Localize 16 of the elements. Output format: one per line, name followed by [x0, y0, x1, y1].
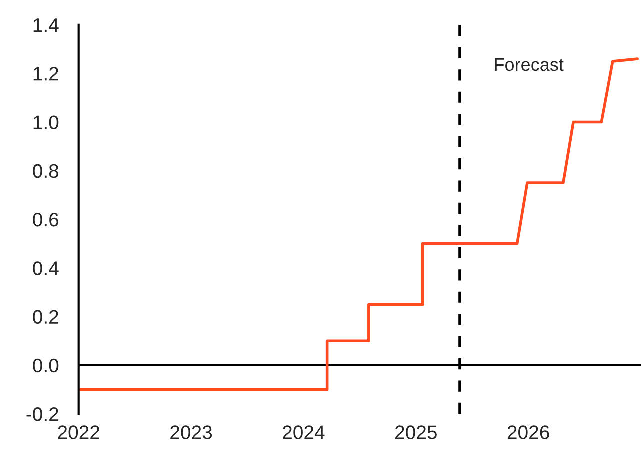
x-tick-label: 2023 — [170, 426, 212, 440]
y-tick-label: 0.4 — [33, 262, 59, 276]
y-tick-label: 0.8 — [33, 164, 59, 178]
y-tick-label: 1.4 — [34, 18, 59, 32]
y-tick-label: -0.2 — [26, 408, 58, 422]
y-tick-label: 1.2 — [34, 67, 58, 81]
y-tick-label: 1.0 — [34, 116, 59, 130]
x-tick-label: 2026 — [508, 426, 550, 440]
x-tick-label: 2022 — [58, 426, 100, 440]
y-tick-label: 0.2 — [33, 310, 58, 324]
line-series — [78, 58, 640, 392]
y-tick-label: 0.0 — [33, 358, 59, 373]
x-tick-label: 2024 — [283, 426, 325, 440]
y-tick-label: 0.6 — [33, 212, 59, 227]
x-tick-label: 2025 — [395, 426, 437, 440]
ref-line-label: Forecast — [495, 58, 564, 72]
